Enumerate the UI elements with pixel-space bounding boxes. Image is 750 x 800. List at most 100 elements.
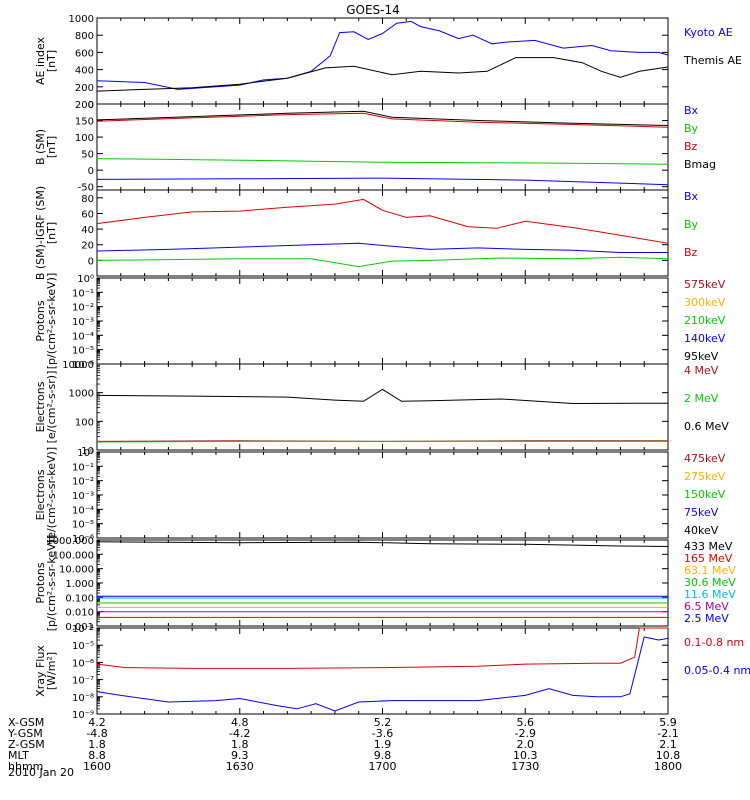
y-tick-label: 60 xyxy=(81,209,94,220)
x-tick-label: 2.1 xyxy=(659,738,677,751)
y-tick-label: 10⁻⁶ xyxy=(72,360,94,371)
series-line xyxy=(96,198,669,244)
x-tick-label: 1.8 xyxy=(231,738,249,751)
legend-entry: 40keV xyxy=(684,524,719,537)
legend-entry: 210keV xyxy=(684,314,726,327)
panel-frame xyxy=(96,539,669,627)
y-tick-label: 0.001 xyxy=(65,622,94,633)
y-tick-label: 10⁻⁶ xyxy=(72,534,94,545)
panel-8: 10⁻⁹ 10⁻⁸ 10⁻⁷ 10⁻⁶ 10⁻⁵ 10⁻⁴ Xray Flux[W/m²] 0… xyxy=(34,624,750,721)
legend-entry: 63.1 MeV xyxy=(684,564,736,577)
series-line xyxy=(96,20,669,90)
y-tick-label: 10⁻³ xyxy=(72,317,94,328)
chart-title: GOES-14 xyxy=(346,3,400,17)
y-tick-label: 10⁻⁶ xyxy=(72,658,94,669)
series-line xyxy=(96,242,668,253)
x-tick-label: 2.0 xyxy=(517,738,535,751)
legend-entry: 2.5 MeV xyxy=(684,612,729,625)
y-tick-label: -50 xyxy=(78,183,94,194)
y-tick-label: 100 xyxy=(75,133,94,144)
series-line xyxy=(96,112,669,128)
x-tick-label: 1700 xyxy=(369,760,397,773)
date-label: 2010 Jan 20 xyxy=(8,766,74,779)
legend-entry: 11.6 MeV xyxy=(684,588,736,601)
y-tick-label: 20 xyxy=(81,241,94,252)
y-axis-label: B (SM)[nT] xyxy=(34,129,58,165)
panel-4: 10⁻⁶ 10⁻⁵ 10⁻⁴ 10⁻³ 10⁻² 10⁻¹ 10⁰ Protons[p/(cm… xyxy=(34,273,726,371)
legend-entry: 165 MeV xyxy=(684,552,733,565)
y-tick-label: 100.000 xyxy=(53,550,94,561)
legend-entry: 75keV xyxy=(684,506,719,519)
series-line xyxy=(96,627,668,669)
legend-entry: 0.05-0.4 nm xyxy=(684,664,750,677)
y-tick-label: 10⁻⁴ xyxy=(72,331,94,342)
y-tick-label: 0 xyxy=(88,256,94,267)
legend-entry: 6.5 MeV xyxy=(684,600,729,613)
panel-frame xyxy=(96,363,669,451)
legend-entry: 275keV xyxy=(684,470,726,483)
x-tick-label: -2.9 xyxy=(515,727,536,740)
x-tick-label: 1730 xyxy=(511,760,539,773)
legend-entry: 475keV xyxy=(684,452,726,465)
x-tick-label: -3.6 xyxy=(372,727,393,740)
y-tick-label: 1000 xyxy=(69,389,94,400)
x-row-label: MLT xyxy=(8,749,29,762)
y-tick-label: 600 xyxy=(75,48,94,59)
y-tick-label: 1.000 xyxy=(65,579,94,590)
panel-2: -50 0 50 100 150 200 B (SM)[nT] Bx By Bz Bmag xyxy=(34,100,716,194)
y-tick-label: 80 xyxy=(81,194,94,205)
panel-6: 10⁻⁶ 10⁻⁵ 10⁻⁴ 10⁻³ 10⁻² 10⁻¹ 10⁰ Electrons[e/(… xyxy=(34,447,726,545)
x-tick-label: 4.2 xyxy=(88,716,106,729)
x-tick-label: 4.8 xyxy=(231,716,249,729)
y-tick-label: 10⁻⁵ xyxy=(72,346,94,357)
series-line xyxy=(96,636,669,712)
y-tick-label: 10⁻³ xyxy=(72,491,94,502)
y-tick-label: 10⁻⁸ xyxy=(72,693,94,704)
series-line xyxy=(96,158,669,165)
x-row-label: hhmm xyxy=(8,760,43,773)
panel-5: 10 100 1000 10000 Electrons[e/(cm²-s-sr)] 4 M… xyxy=(34,360,729,457)
y-tick-label: 0 xyxy=(88,166,94,177)
x-tick-label: -4.2 xyxy=(229,727,250,740)
panel-3: 0 20 40 60 80 B (SM)-IGRF (SM)[nT] Bx By Bz xyxy=(34,186,699,280)
x-tick-label: 10.3 xyxy=(513,749,538,762)
legend-entry: 140keV xyxy=(684,332,726,345)
y-tick-label: 10⁰ xyxy=(77,274,94,285)
legend-entry: Bx xyxy=(684,190,699,203)
y-axis-label: Electrons[e/(cm²-s-sr)] xyxy=(34,371,58,444)
y-axis-label: AE index[nT] xyxy=(34,36,58,85)
x-tick-label: 10.8 xyxy=(656,749,681,762)
legend-entry: 300keV xyxy=(684,296,726,309)
y-tick-label: 10⁻⁷ xyxy=(72,676,94,687)
y-axis-label: Protons[p/(cm²-s-sr-keV)] xyxy=(34,535,58,632)
x-tick-label: 9.3 xyxy=(231,749,249,762)
y-tick-label: 200 xyxy=(75,100,94,111)
y-tick-label: 10⁻⁴ xyxy=(72,624,94,635)
y-tick-label: 10⁻⁵ xyxy=(72,520,94,531)
x-tick-label: 5.9 xyxy=(659,716,677,729)
x-tick-label: 5.6 xyxy=(517,716,535,729)
legend-entry: 0.6 MeV xyxy=(684,420,729,433)
y-tick-label: 10.000 xyxy=(59,565,94,576)
y-tick-label: 10⁻⁹ xyxy=(72,710,94,721)
y-tick-label: 40 xyxy=(81,225,94,236)
x-tick-label: 1600 xyxy=(83,760,111,773)
y-tick-label: 100 xyxy=(75,417,94,428)
y-tick-label: 10000 xyxy=(62,360,94,371)
y-axis-label: Xray Flux[W/m²] xyxy=(34,645,58,697)
legend-entry: Themis AE xyxy=(683,54,742,67)
y-tick-label: 10⁻¹ xyxy=(72,462,94,473)
y-tick-label: 400 xyxy=(75,66,94,77)
y-tick-label: 0.010 xyxy=(65,608,94,619)
y-tick-label: 150 xyxy=(75,117,94,128)
y-axis-label: Protons[p/(cm²-s-sr-keV)] xyxy=(34,273,58,370)
x-tick-label: -4.8 xyxy=(86,727,107,740)
series-line xyxy=(96,57,669,92)
legend-entry: 433 MeV xyxy=(684,540,733,553)
legend-entry: Kyoto AE xyxy=(684,26,733,39)
legend-entry: Bmag xyxy=(684,158,716,171)
x-row-label: Z-GSM xyxy=(8,738,45,751)
x-row-label: Y-GSM xyxy=(7,727,43,740)
y-tick-label: 50 xyxy=(81,150,94,161)
